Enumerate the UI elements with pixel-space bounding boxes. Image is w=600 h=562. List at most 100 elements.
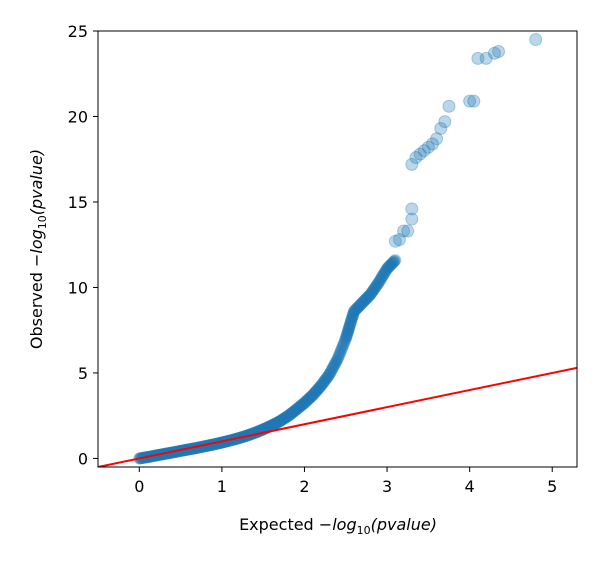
data-point [345, 312, 358, 325]
data-point [405, 212, 419, 226]
data-point [264, 419, 277, 432]
data-point [341, 327, 354, 340]
data-point [479, 51, 493, 65]
data-point [208, 438, 221, 451]
data-point [347, 307, 360, 320]
data-point [315, 378, 328, 391]
data-point [492, 45, 506, 59]
x-tick-label: 5 [547, 477, 557, 496]
data-point [332, 349, 345, 362]
data-point [283, 408, 296, 421]
data-point [366, 285, 379, 298]
data-point [351, 301, 364, 314]
data-point [330, 355, 343, 368]
data-point [353, 299, 366, 312]
data-point [189, 442, 202, 455]
y-tick-label: 25 [68, 22, 88, 41]
data-point [360, 292, 373, 305]
data-point [273, 415, 286, 428]
data-point [369, 281, 382, 294]
data-point [434, 121, 448, 135]
data-point [317, 376, 330, 389]
data-point [186, 442, 199, 455]
data-point [388, 234, 402, 248]
data-point [342, 324, 355, 337]
data-point [215, 436, 228, 449]
data-point [344, 316, 357, 329]
data-point [295, 399, 308, 412]
data-point [354, 298, 367, 311]
data-point [287, 405, 300, 418]
data-point [487, 46, 501, 60]
data-point [268, 418, 281, 431]
data-point [285, 407, 298, 420]
data-point [387, 255, 400, 268]
data-point [303, 392, 316, 405]
data-point [384, 259, 397, 272]
data-point [356, 296, 369, 309]
data-point [362, 290, 375, 303]
data-point [361, 291, 374, 304]
data-point [417, 144, 431, 158]
data-point [389, 254, 402, 267]
data-point [277, 412, 290, 425]
data-point [385, 257, 398, 270]
data-point [334, 344, 347, 357]
data-point [421, 140, 435, 154]
data-point [317, 377, 330, 390]
data-point [308, 386, 321, 399]
data-point [343, 321, 356, 334]
data-point [340, 329, 353, 342]
data-point [215, 436, 228, 449]
data-point [320, 372, 333, 385]
data-point [209, 437, 222, 450]
data-point [182, 443, 195, 456]
data-point [175, 444, 188, 457]
data-point [348, 305, 361, 318]
data-point [381, 261, 394, 274]
data-point [405, 202, 419, 216]
data-point [338, 336, 351, 349]
data-point [357, 295, 370, 308]
data-point [341, 328, 354, 341]
data-point [281, 410, 294, 423]
data-point [286, 406, 299, 419]
data-point [336, 341, 349, 354]
data-point [177, 444, 190, 457]
data-point [370, 279, 383, 292]
data-point [377, 268, 390, 281]
data-point [372, 277, 385, 290]
data-point [184, 443, 197, 456]
data-point [296, 398, 309, 411]
data-point [269, 417, 282, 430]
data-point [397, 224, 411, 238]
data-point [334, 346, 347, 359]
y-tick-label: 5 [78, 364, 88, 383]
y-tick-label: 10 [68, 278, 88, 297]
data-point [294, 400, 307, 413]
data-point [383, 260, 396, 273]
data-point [323, 368, 336, 381]
data-point [217, 436, 230, 449]
data-point [246, 427, 259, 440]
reference-line [98, 366, 577, 467]
data-point [301, 393, 314, 406]
data-point [303, 391, 316, 404]
data-point [208, 438, 221, 451]
data-point [244, 428, 257, 441]
data-point [292, 401, 305, 414]
data-point [354, 298, 367, 311]
data-point [299, 395, 312, 408]
data-point [306, 389, 319, 402]
data-point [216, 436, 229, 449]
data-point [306, 389, 319, 402]
y-tick-label: 15 [68, 193, 88, 212]
data-point [342, 323, 355, 336]
data-point [363, 289, 376, 302]
data-point [299, 396, 312, 409]
data-point [176, 444, 189, 457]
data-point [210, 437, 223, 450]
data-point [218, 435, 231, 448]
data-point [327, 360, 340, 373]
